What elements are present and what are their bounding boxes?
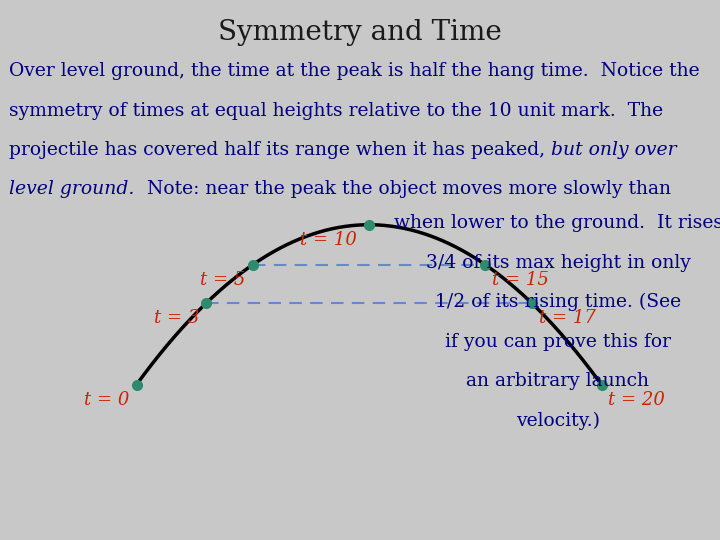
Text: 3/4 of its max height in only: 3/4 of its max height in only xyxy=(426,254,690,272)
Text: 1/2 of its rising time. (See: 1/2 of its rising time. (See xyxy=(435,293,681,312)
Text: when lower to the ground.  It rises: when lower to the ground. It rises xyxy=(394,214,720,232)
Text: t = 15: t = 15 xyxy=(492,271,549,289)
Text: symmetry of times at equal heights relative to the 10 unit mark.  The: symmetry of times at equal heights relat… xyxy=(9,102,664,119)
Text: velocity.): velocity.) xyxy=(516,411,600,430)
Text: an arbitrary launch: an arbitrary launch xyxy=(467,372,649,390)
Text: t = 5: t = 5 xyxy=(200,271,246,289)
Text: t = 0: t = 0 xyxy=(84,391,130,409)
Text: level ground.: level ground. xyxy=(9,180,135,198)
Text: Note: near the peak the object moves more slowly than: Note: near the peak the object moves mor… xyxy=(135,180,671,198)
Text: t = 3: t = 3 xyxy=(154,309,199,327)
Text: Symmetry and Time: Symmetry and Time xyxy=(218,19,502,46)
Text: t = 17: t = 17 xyxy=(539,309,595,327)
Text: t = 10: t = 10 xyxy=(300,231,357,249)
Text: t = 20: t = 20 xyxy=(608,391,665,409)
Text: but only over: but only over xyxy=(552,141,677,159)
Text: Over level ground, the time at the peak is half the hang time.  Notice the: Over level ground, the time at the peak … xyxy=(9,62,700,80)
Text: if you can prove this for: if you can prove this for xyxy=(445,333,671,350)
Text: projectile has covered half its range when it has peaked,: projectile has covered half its range wh… xyxy=(9,141,552,159)
